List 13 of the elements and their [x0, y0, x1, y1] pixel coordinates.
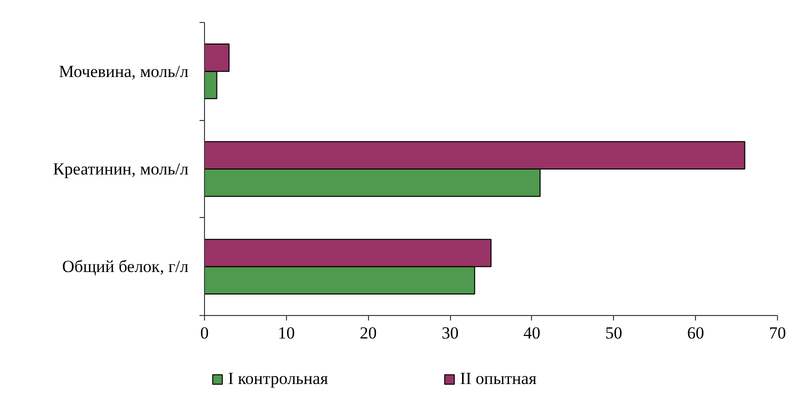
- y-tick-label: Общий белок, г/л: [62, 257, 190, 276]
- x-tick-label: 20: [360, 324, 377, 342]
- y-tick-label: Мочевина, моль/л: [58, 62, 190, 81]
- x-tick-label: 70: [769, 324, 786, 342]
- x-tick-label: 40: [523, 324, 540, 342]
- legend-label: II опытная: [460, 369, 537, 389]
- x-tick-label: 30: [442, 324, 459, 342]
- x-tick-label: 50: [605, 324, 622, 342]
- x-tick-label: 0: [200, 324, 209, 342]
- x-tick-label: 60: [687, 324, 704, 342]
- y-tick-label: Креатинин, моль/л: [53, 160, 190, 178]
- x-tick-label: 10: [278, 324, 295, 342]
- legend-label: I контрольная: [228, 369, 328, 389]
